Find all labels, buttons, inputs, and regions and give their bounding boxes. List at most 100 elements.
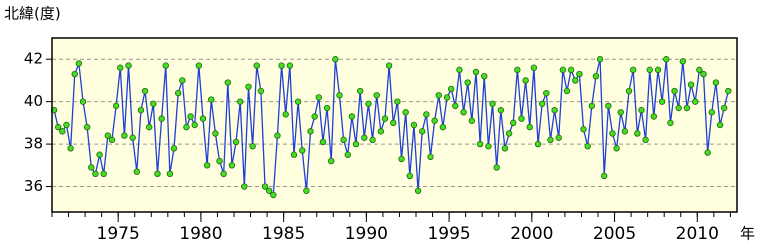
data-point [179, 77, 186, 84]
data-point [576, 70, 583, 78]
data-point [203, 162, 211, 169]
data-point [257, 87, 265, 95]
data-point [100, 170, 107, 178]
x-tick-label: 1985 [262, 224, 305, 244]
data-point [667, 119, 674, 127]
data-point [299, 147, 306, 154]
data-point [423, 111, 430, 118]
data-point [108, 136, 116, 144]
data-point [621, 128, 629, 135]
data-point [75, 60, 83, 67]
data-point [625, 87, 633, 95]
data-point [303, 187, 310, 194]
x-tick-label: 1990 [345, 224, 388, 244]
x-tick-label: 1995 [427, 224, 470, 244]
data-point [398, 155, 405, 163]
data-point [692, 98, 699, 105]
data-point [468, 117, 476, 124]
data-point [59, 128, 66, 135]
data-point [253, 62, 260, 69]
data-point [497, 106, 505, 114]
data-point [679, 58, 687, 65]
data-point [671, 87, 678, 95]
data-point [493, 164, 500, 171]
data-point [567, 66, 575, 74]
data-point [543, 89, 550, 97]
data-point [419, 128, 426, 135]
data-point [472, 68, 480, 76]
data-point [613, 145, 620, 152]
data-point [617, 109, 624, 116]
data-point [191, 121, 198, 129]
data-point [71, 70, 78, 78]
data-point [381, 115, 389, 122]
data-point [634, 130, 641, 137]
data-point [121, 132, 128, 139]
y-axis-label: 北緯(度) [4, 5, 61, 23]
data-point [534, 140, 542, 148]
data-point [170, 145, 178, 152]
data-point [261, 183, 269, 190]
data-point [365, 100, 372, 107]
data-point [150, 100, 157, 107]
data-point [133, 168, 140, 175]
data-point [270, 191, 277, 199]
data-point [356, 87, 364, 95]
data-point [286, 62, 294, 69]
data-point [592, 72, 600, 80]
data-point [572, 77, 579, 84]
data-point [700, 70, 707, 78]
data-point [439, 123, 447, 131]
data-point [278, 62, 285, 69]
data-point [249, 143, 256, 150]
data-point [489, 100, 496, 107]
data-point [141, 87, 149, 95]
data-point [319, 138, 327, 146]
data-point [195, 62, 203, 69]
data-point [117, 64, 124, 71]
data-point [650, 113, 658, 120]
data-point [174, 89, 182, 97]
data-point [88, 164, 95, 171]
data-point [675, 104, 682, 112]
data-point [481, 72, 488, 80]
x-tick-label: 2000 [510, 224, 553, 244]
data-point [315, 94, 323, 101]
data-point [716, 121, 724, 129]
data-point [596, 56, 604, 63]
data-point [708, 109, 715, 116]
data-point [580, 126, 587, 133]
data-point [638, 106, 645, 114]
data-point [361, 134, 368, 141]
data-point [265, 187, 273, 194]
data-point [501, 145, 509, 152]
data-point [323, 104, 331, 112]
y-tick-label: 42 [24, 50, 43, 68]
data-point [294, 98, 302, 105]
data-point [96, 151, 103, 158]
data-point [377, 128, 385, 135]
data-point [348, 113, 356, 120]
data-point [588, 102, 596, 110]
data-point [55, 123, 62, 131]
data-point [311, 113, 318, 120]
data-point [208, 96, 215, 103]
data-point [447, 85, 455, 93]
y-tick-label: 38 [24, 135, 43, 153]
data-point [63, 121, 70, 129]
data-point [654, 66, 662, 74]
data-point [332, 56, 339, 63]
data-point [427, 153, 434, 161]
data-point [241, 183, 248, 190]
data-point [431, 117, 438, 124]
data-point [129, 134, 136, 141]
data-point [125, 62, 132, 69]
data-point [183, 123, 190, 131]
y-tick-label: 40 [24, 92, 43, 110]
x-tick-label: 1980 [179, 224, 222, 244]
data-point [274, 132, 281, 139]
data-point [609, 130, 616, 137]
data-point [485, 143, 492, 150]
x-tick-label: 1975 [97, 224, 140, 244]
